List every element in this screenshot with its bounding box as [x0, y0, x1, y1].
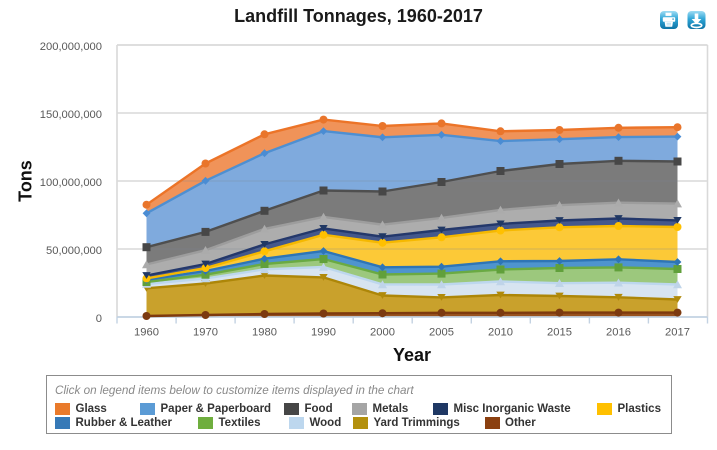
svg-text:2015: 2015: [547, 327, 572, 339]
svg-text:2010: 2010: [488, 327, 513, 339]
svg-text:2000: 2000: [370, 327, 395, 339]
svg-text:1990: 1990: [311, 327, 336, 339]
svg-text:2017: 2017: [665, 327, 690, 339]
svg-text:1980: 1980: [252, 327, 277, 339]
svg-text:1960: 1960: [134, 327, 159, 339]
svg-text:Tons: Tons: [16, 160, 36, 202]
svg-text:100,000,000: 100,000,000: [40, 177, 102, 189]
svg-text:1970: 1970: [193, 327, 218, 339]
svg-text:0: 0: [96, 313, 102, 325]
svg-text:Year: Year: [393, 345, 431, 365]
svg-text:2016: 2016: [606, 327, 631, 339]
svg-text:50,000,000: 50,000,000: [46, 245, 102, 257]
svg-text:2005: 2005: [429, 327, 454, 339]
svg-text:200,000,000: 200,000,000: [40, 41, 102, 53]
svg-text:150,000,000: 150,000,000: [40, 109, 102, 121]
